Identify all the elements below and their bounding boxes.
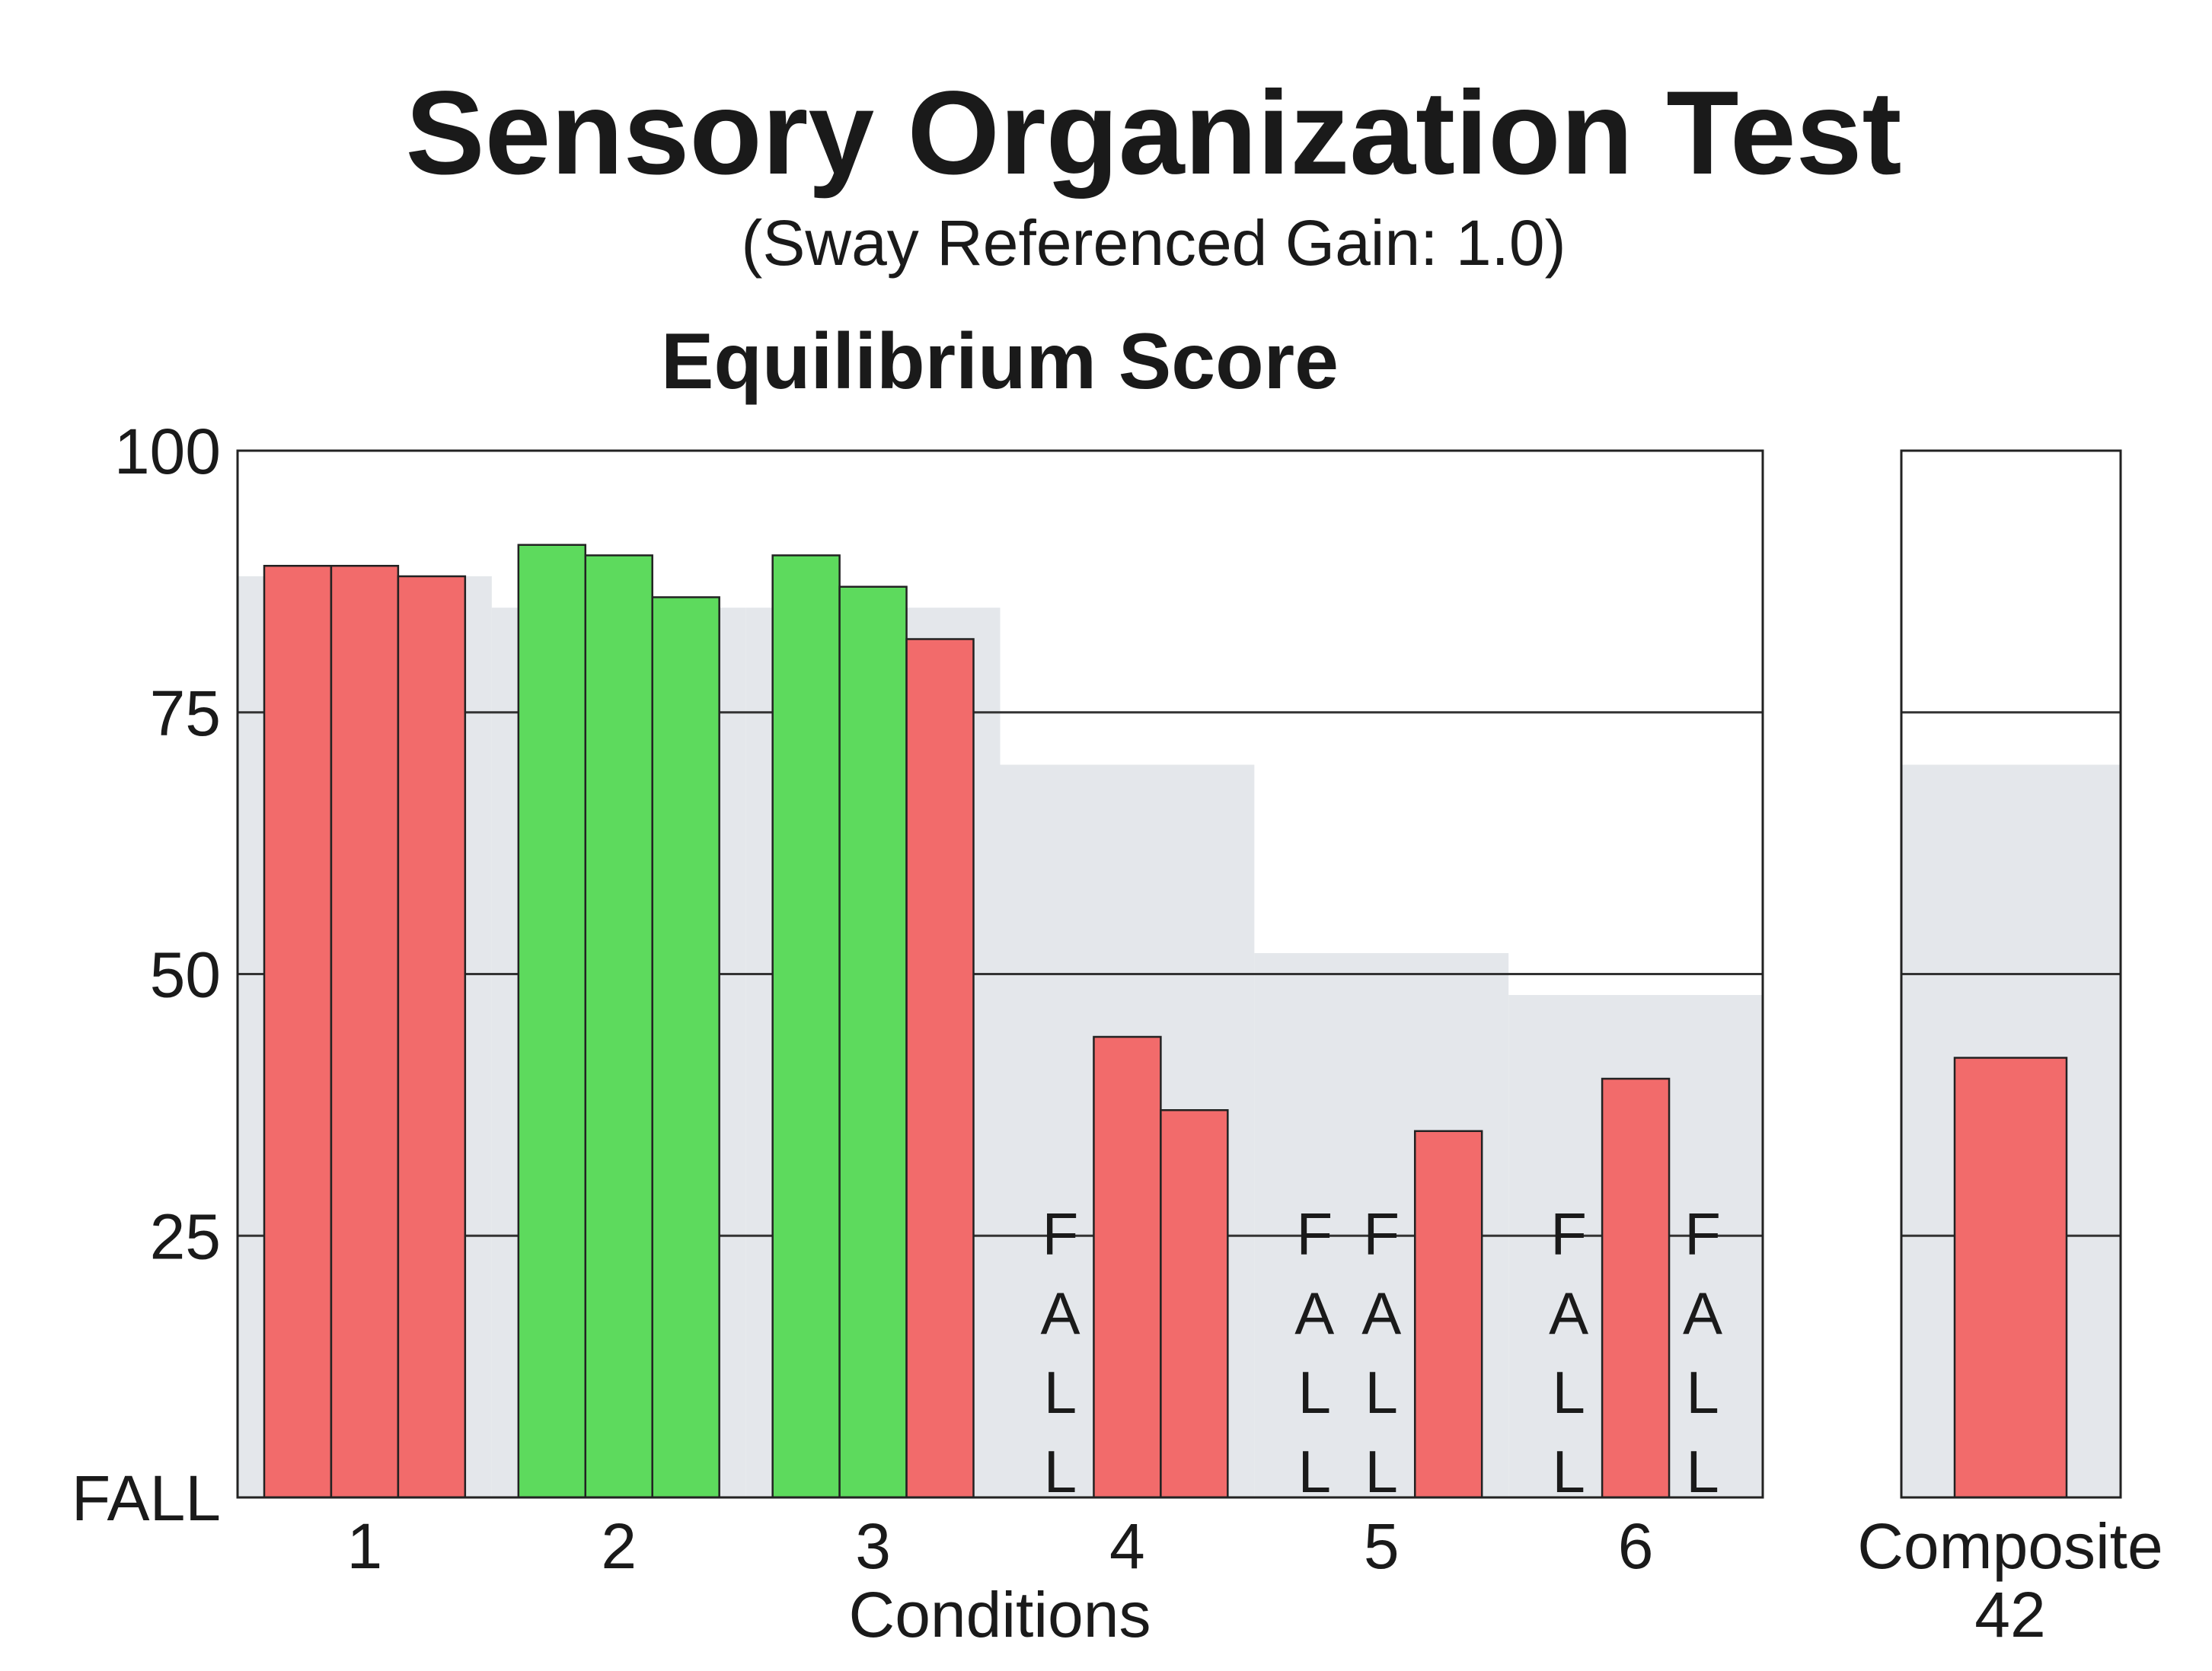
trial-bar	[771, 554, 841, 1499]
fall-marker: L	[1298, 1359, 1331, 1426]
x-tick-label: 6	[1618, 1510, 1654, 1582]
trial-bar	[1160, 1109, 1229, 1499]
fall-marker: L	[1686, 1438, 1719, 1505]
composite-value-label: 42	[1974, 1579, 2045, 1650]
fall-marker: A	[1040, 1280, 1080, 1347]
chart-title: Sensory Organization Test	[406, 67, 1902, 199]
fall-marker: A	[1549, 1280, 1588, 1347]
x-axis-label: Conditions	[849, 1579, 1151, 1650]
y-tick-label: 50	[150, 939, 221, 1011]
trial-bar	[263, 565, 333, 1499]
fall-marker: L	[1552, 1438, 1585, 1505]
fall-marker: A	[1294, 1280, 1334, 1347]
x-tick-label: 3	[855, 1510, 891, 1582]
fall-marker: A	[1361, 1280, 1401, 1347]
trial-bar	[1601, 1077, 1671, 1499]
fall-marker: F	[1363, 1201, 1400, 1268]
trial-bar	[905, 638, 975, 1499]
chart-subtitle: (Sway Referenced Gain: 1.0)	[741, 207, 1566, 279]
fall-marker: F	[1684, 1201, 1721, 1268]
y-tick-label: 100	[114, 416, 221, 487]
trial-bar	[651, 596, 720, 1499]
trial-bar	[838, 585, 908, 1499]
x-tick-label: 4	[1109, 1510, 1145, 1582]
trial-bar	[397, 575, 467, 1499]
y-tick-label: 25	[150, 1201, 221, 1272]
composite-label: Composite	[1857, 1510, 2163, 1582]
x-tick-label: 2	[601, 1510, 637, 1582]
fall-marker: L	[1552, 1359, 1585, 1426]
fall-marker: L	[1365, 1359, 1398, 1426]
composite-plot-frame	[1900, 449, 2122, 1499]
y-tick-label: FALL	[72, 1462, 221, 1534]
fall-marker: F	[1042, 1201, 1079, 1268]
equilibrium-score-title: Equilibrium Score	[661, 317, 1339, 406]
plot-frame	[236, 449, 1764, 1499]
composite-bar	[1953, 1057, 2068, 1499]
fall-marker: F	[1550, 1201, 1587, 1268]
fall-marker: L	[1686, 1359, 1719, 1426]
x-tick-label: 5	[1364, 1510, 1400, 1582]
fall-marker: A	[1683, 1280, 1722, 1347]
fall-marker: L	[1044, 1438, 1077, 1505]
x-tick-label: 1	[347, 1510, 383, 1582]
fall-marker: L	[1365, 1438, 1398, 1505]
trial-bar	[1093, 1035, 1162, 1499]
trial-bar	[584, 554, 653, 1499]
fall-marker: L	[1298, 1438, 1331, 1505]
trial-bar	[330, 565, 400, 1499]
trial-bar	[1413, 1130, 1483, 1499]
y-tick-label: 75	[150, 678, 221, 749]
fall-marker: F	[1296, 1201, 1333, 1268]
fall-marker: L	[1044, 1359, 1077, 1426]
trial-bar	[517, 544, 587, 1499]
